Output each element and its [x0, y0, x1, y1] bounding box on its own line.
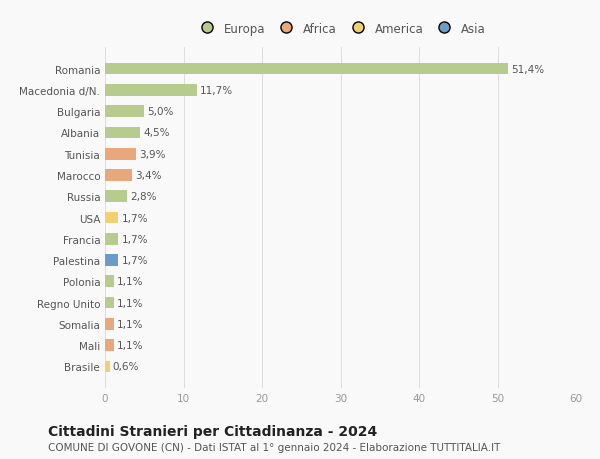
Bar	[105, 212, 118, 224]
Bar	[105, 64, 508, 75]
Bar	[105, 85, 197, 96]
Bar	[105, 106, 144, 118]
Text: 3,9%: 3,9%	[139, 149, 165, 159]
Text: 51,4%: 51,4%	[512, 64, 545, 74]
Bar	[105, 297, 113, 309]
Text: 1,1%: 1,1%	[117, 341, 143, 350]
Text: COMUNE DI GOVONE (CN) - Dati ISTAT al 1° gennaio 2024 - Elaborazione TUTTITALIA.: COMUNE DI GOVONE (CN) - Dati ISTAT al 1°…	[48, 442, 500, 452]
Bar	[105, 127, 140, 139]
Bar	[105, 318, 113, 330]
Text: 2,8%: 2,8%	[130, 192, 157, 202]
Bar	[105, 361, 110, 372]
Text: 1,1%: 1,1%	[117, 298, 143, 308]
Bar	[105, 255, 118, 266]
Text: 5,0%: 5,0%	[148, 107, 174, 117]
Text: 1,7%: 1,7%	[121, 213, 148, 223]
Text: 0,6%: 0,6%	[113, 362, 139, 372]
Bar	[105, 170, 131, 181]
Bar	[105, 276, 113, 287]
Text: 1,7%: 1,7%	[121, 256, 148, 265]
Text: 11,7%: 11,7%	[200, 86, 233, 95]
Bar	[105, 234, 118, 245]
Text: 4,5%: 4,5%	[143, 128, 170, 138]
Text: 1,7%: 1,7%	[121, 234, 148, 244]
Bar	[105, 191, 127, 202]
Legend: Europa, Africa, America, Asia: Europa, Africa, America, Asia	[193, 20, 488, 38]
Bar	[105, 340, 113, 351]
Text: 1,1%: 1,1%	[117, 277, 143, 287]
Bar	[105, 149, 136, 160]
Text: 1,1%: 1,1%	[117, 319, 143, 329]
Text: 3,4%: 3,4%	[135, 171, 161, 180]
Text: Cittadini Stranieri per Cittadinanza - 2024: Cittadini Stranieri per Cittadinanza - 2…	[48, 425, 377, 438]
